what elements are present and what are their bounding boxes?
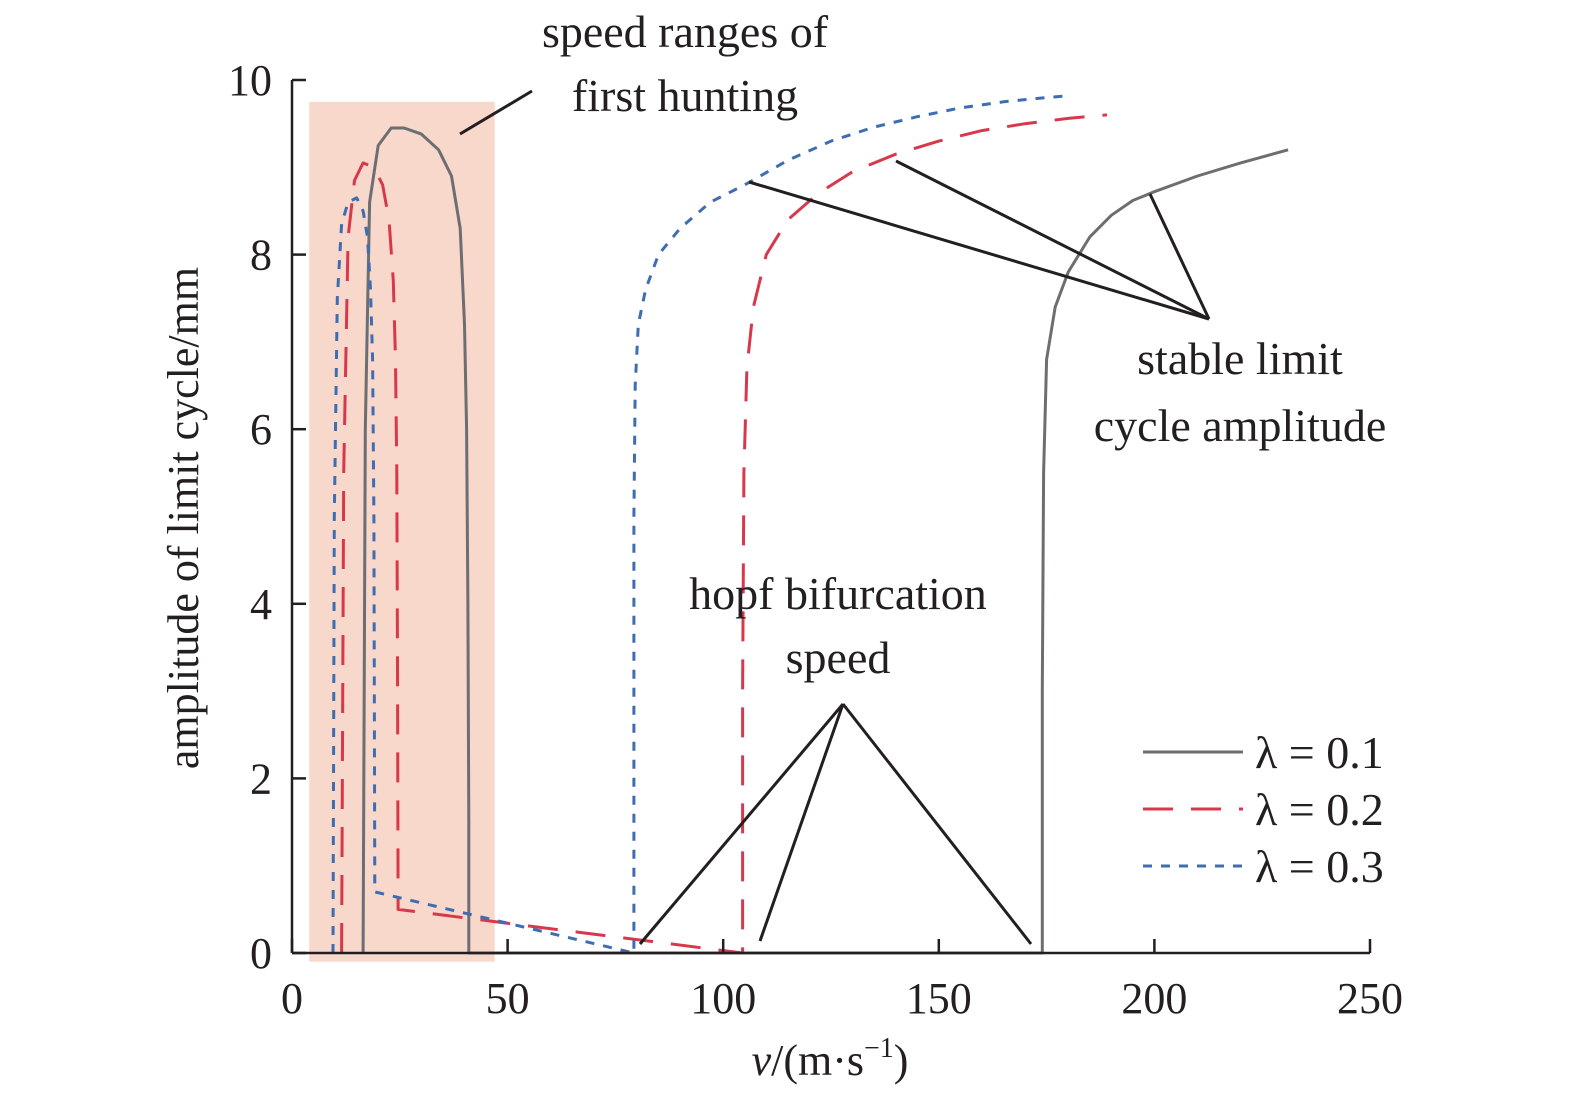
x-tick-label: 0: [281, 974, 303, 1023]
x-tick-label: 100: [690, 974, 756, 1023]
annotation-hopf-line2: speed: [786, 632, 891, 683]
x-tick-label: 50: [486, 974, 530, 1023]
annotation-hopf-leaders: [638, 703, 1033, 945]
legend-label-3: λ = 0.3: [1255, 841, 1384, 892]
annotation-first-hunting-leader: [459, 89, 533, 136]
x-axis-ticks: 0 50 100 150 200 250: [281, 939, 1403, 1023]
y-tick-label: 4: [250, 580, 272, 629]
annotation-stable-limit-leaders: [748, 159, 1211, 321]
annotation-first-hunting-line2: first hunting: [572, 70, 798, 121]
x-axis-title: v/(m·s−1): [752, 1033, 909, 1085]
y-tick-label: 10: [228, 56, 272, 105]
x-tick-label: 150: [906, 974, 972, 1023]
annotation-hopf-line1: hopf bifurcation: [689, 568, 987, 619]
y-tick-label: 2: [250, 754, 272, 803]
y-axis-ticks: 0 2 4 6 8 10: [228, 56, 306, 978]
legend: λ = 0.1 λ = 0.2 λ = 0.3: [1143, 727, 1384, 892]
annotation-stable-limit-line1: stable limit: [1137, 333, 1343, 384]
y-tick-label: 8: [250, 231, 272, 280]
annotation-first-hunting-line1: speed ranges of: [542, 6, 829, 57]
y-tick-label: 6: [250, 405, 272, 454]
legend-label-2: λ = 0.2: [1255, 784, 1384, 835]
x-tick-label: 200: [1121, 974, 1187, 1023]
y-axis-title: amplitude of limit cycle/mm: [159, 267, 208, 769]
y-tick-label: 0: [250, 929, 272, 978]
annotation-stable-limit-line2: cycle amplitude: [1094, 400, 1387, 451]
series-line-3: [331, 94, 1071, 955]
x-tick-label: 250: [1337, 974, 1403, 1023]
series-line-1: [361, 126, 1289, 955]
legend-label-1: λ = 0.1: [1255, 727, 1384, 778]
